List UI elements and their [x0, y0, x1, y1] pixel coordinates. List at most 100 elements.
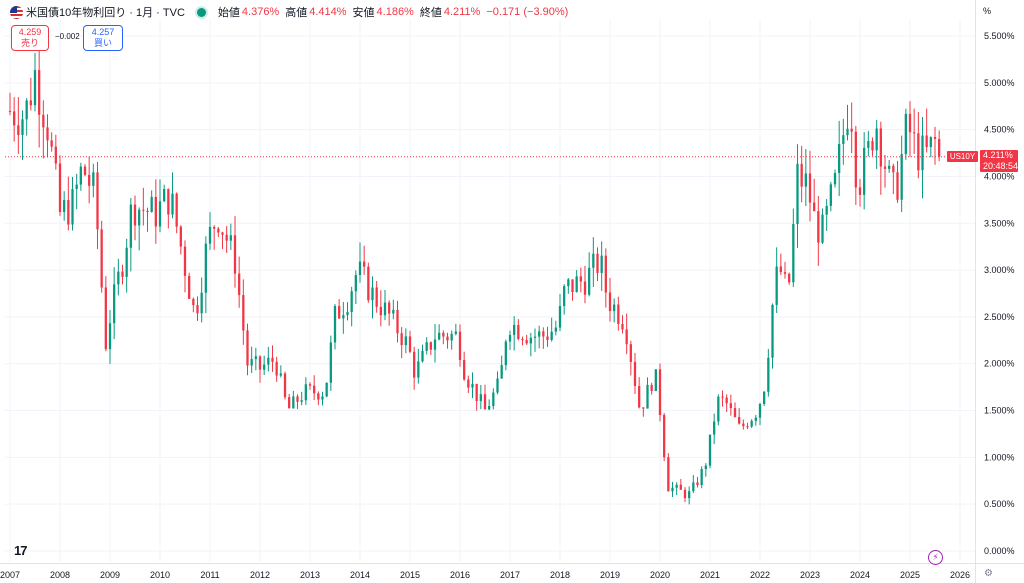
candle-body — [608, 292, 612, 312]
axis-unit-button[interactable]: % — [983, 6, 992, 16]
y-tick-label: 0.000% — [984, 546, 1015, 556]
candle-body — [133, 204, 137, 226]
candle-body — [146, 210, 149, 213]
candle-body — [513, 324, 516, 335]
candle-body — [796, 163, 799, 224]
candle-body — [246, 330, 249, 366]
candle-body — [400, 333, 403, 346]
sell-price: 4.259 — [18, 27, 42, 37]
candle-body — [638, 386, 641, 408]
candle-body — [346, 312, 349, 316]
candle-body — [929, 137, 932, 148]
candle-body — [417, 361, 420, 378]
candle-body — [442, 332, 445, 337]
candle-body — [100, 229, 103, 288]
ohlc-high-value: 4.414% — [309, 6, 347, 18]
x-tick-label: 2017 — [500, 570, 520, 580]
x-tick-label: 2021 — [700, 570, 720, 580]
candle-body — [183, 246, 187, 276]
candle-body — [696, 482, 699, 486]
candle-body — [158, 201, 162, 227]
candle-body — [483, 394, 487, 410]
candle-body — [679, 484, 682, 490]
candle-body — [300, 400, 303, 402]
candle-body — [921, 135, 924, 171]
ohlc-low-key: 安値 — [352, 7, 375, 19]
x-tick-label: 2018 — [550, 570, 570, 580]
candle-body — [433, 339, 437, 350]
candle-body — [650, 384, 653, 391]
candle-body — [888, 165, 891, 169]
candle-body — [708, 434, 712, 466]
candle-body — [558, 306, 562, 328]
candle-body — [313, 385, 316, 394]
candle-body — [750, 420, 753, 427]
symbol-badge: US10Y — [947, 151, 978, 162]
sell-button[interactable]: 4.259 売り — [11, 25, 49, 51]
candle-body — [79, 166, 82, 185]
candle-body — [500, 365, 503, 379]
candle-body — [658, 369, 662, 416]
candle-body — [717, 396, 720, 422]
candle-body — [742, 423, 745, 427]
candle-body — [254, 356, 257, 360]
candle-body — [454, 331, 457, 334]
buy-button[interactable]: 4.257 買い — [83, 25, 123, 51]
lightning-icon[interactable]: ⚡ — [928, 550, 943, 565]
candle-body — [925, 135, 928, 148]
candle-body — [871, 141, 874, 151]
candle-body — [75, 184, 78, 190]
ohlc-high-key: 高値 — [285, 7, 308, 19]
candle-body — [842, 135, 845, 145]
candle-body — [304, 384, 307, 401]
candle-body — [517, 324, 520, 340]
candle-body — [900, 154, 903, 200]
x-tick-label: 2020 — [650, 570, 670, 580]
x-tick-label: 2026 — [950, 570, 970, 580]
candle-body — [175, 193, 178, 227]
candle-body — [621, 324, 624, 330]
candle-body — [208, 226, 212, 244]
y-tick-label: 0.500% — [984, 499, 1015, 509]
candle-body — [125, 247, 128, 277]
tradingview-logo-icon[interactable]: 17 — [14, 543, 28, 558]
candle-body — [754, 417, 757, 421]
candle-body — [308, 384, 312, 386]
x-tick-label: 2025 — [900, 570, 920, 580]
candle-body — [725, 397, 728, 404]
candle-body — [933, 137, 937, 139]
candle-body — [258, 356, 262, 370]
candle-body — [333, 305, 337, 343]
candle-body — [367, 266, 370, 301]
candle-body — [288, 397, 291, 409]
candle-body — [163, 189, 166, 202]
us-flag-icon — [10, 5, 23, 19]
candle-body — [654, 369, 657, 391]
candle-body — [775, 266, 778, 305]
ohlc-open-value: 4.376% — [241, 6, 280, 18]
gear-icon[interactable]: ⚙ — [984, 568, 993, 579]
candle-body — [325, 382, 328, 397]
candle-body — [617, 304, 620, 325]
candle-body — [121, 271, 124, 277]
market-status-dot-icon — [196, 7, 206, 17]
candle-body — [46, 127, 49, 141]
symbol-title[interactable]: 米国債10年物利回り · 1月 · TVC — [26, 7, 185, 19]
chart-header: 米国債10年物利回り · 1月 · TVC 始値 4.376% 高値 4.414% … — [10, 4, 574, 20]
candle-body — [858, 187, 862, 195]
ohlc-low-value: 4.186% — [376, 6, 414, 18]
candle-body — [613, 304, 616, 312]
candle-body — [17, 125, 20, 136]
candle-body — [629, 344, 632, 362]
candle-body — [704, 465, 707, 470]
candle-body — [783, 272, 787, 274]
candle-body — [8, 110, 12, 112]
candle-body — [196, 305, 199, 314]
x-tick-label: 2008 — [50, 570, 70, 580]
y-tick-label: 5.000% — [984, 78, 1015, 88]
candle-body — [883, 166, 887, 169]
candle-body — [546, 336, 549, 340]
x-tick-label: 2012 — [250, 570, 270, 580]
candle-body — [542, 331, 545, 337]
